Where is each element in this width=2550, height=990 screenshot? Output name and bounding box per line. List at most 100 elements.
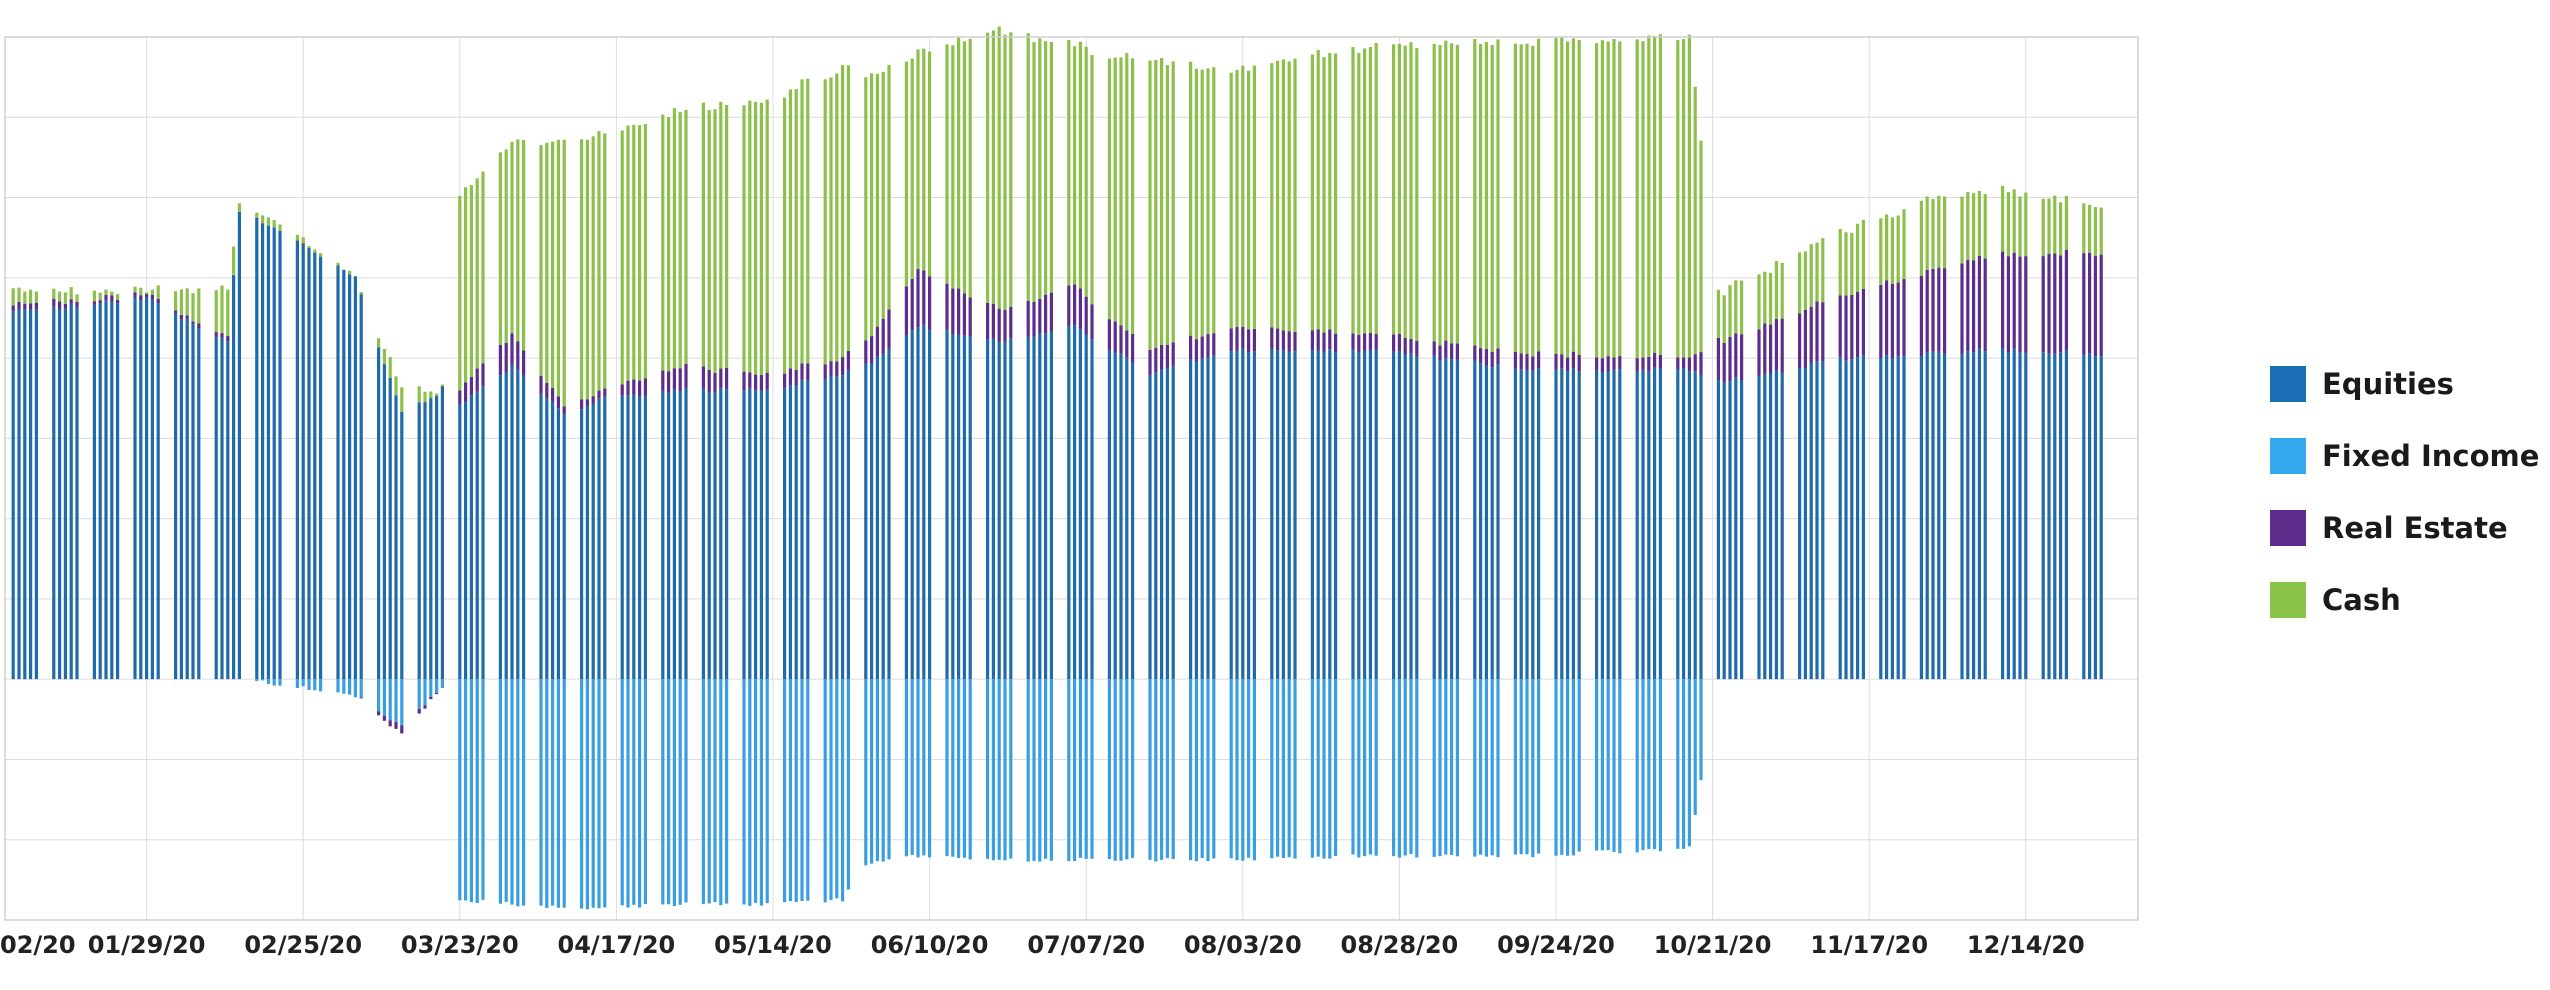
bar-segment-real-estate[interactable] (435, 692, 439, 695)
bar-segment-cash[interactable] (510, 141, 514, 334)
bar-segment-cash[interactable] (1577, 39, 1581, 355)
bar-segment-equities[interactable] (1693, 371, 1697, 680)
bar-segment-real-estate[interactable] (1334, 333, 1338, 353)
bar-segment-equities[interactable] (237, 211, 241, 680)
bar-segment-real-estate[interactable] (2082, 253, 2086, 355)
bar-segment-real-estate[interactable] (150, 294, 154, 300)
bar-segment-real-estate[interactable] (2099, 254, 2103, 357)
bar-segment-equities[interactable] (626, 395, 630, 680)
bar-segment-real-estate[interactable] (1925, 269, 1929, 353)
bar-segment-real-estate[interactable] (1212, 333, 1216, 356)
bar-segment-fixed-income[interactable] (562, 679, 566, 908)
bar-segment-fixed-income[interactable] (272, 679, 276, 686)
bar-segment-equities[interactable] (1171, 365, 1175, 680)
bar-segment-equities[interactable] (1635, 371, 1639, 680)
bar-segment-fixed-income[interactable] (945, 679, 949, 857)
bar-segment-fixed-income[interactable] (986, 679, 990, 859)
bar-segment-fixed-income[interactable] (1635, 679, 1639, 853)
bar-segment-equities[interactable] (481, 386, 485, 680)
bar-segment-cash[interactable] (638, 125, 642, 381)
bar-segment-real-estate[interactable] (1247, 329, 1251, 353)
bar-segment-fixed-income[interactable] (1479, 679, 1483, 855)
bar-segment-real-estate[interactable] (725, 367, 729, 390)
bar-segment-equities[interactable] (342, 269, 346, 680)
bar-segment-equities[interactable] (1247, 352, 1251, 680)
bar-segment-cash[interactable] (377, 338, 381, 348)
bar-segment-equities[interactable] (2099, 356, 2103, 680)
bar-segment-fixed-income[interactable] (1577, 679, 1581, 852)
bar-segment-equities[interactable] (2053, 353, 2057, 680)
bar-segment-real-estate[interactable] (1090, 304, 1094, 340)
bar-segment-real-estate[interactable] (92, 301, 96, 305)
bar-segment-equities[interactable] (1415, 356, 1419, 680)
bar-segment-cash[interactable] (1798, 252, 1802, 314)
bar-segment-fixed-income[interactable] (1270, 679, 1274, 859)
bar-segment-cash[interactable] (1293, 58, 1297, 332)
bar-segment-fixed-income[interactable] (1113, 679, 1117, 861)
bar-segment-equities[interactable] (748, 388, 752, 680)
bar-segment-real-estate[interactable] (1160, 344, 1164, 370)
bar-segment-real-estate[interactable] (475, 368, 479, 392)
bar-segment-equities[interactable] (377, 347, 381, 680)
bar-segment-equities[interactable] (887, 348, 891, 680)
bar-segment-equities[interactable] (562, 413, 566, 680)
bar-segment-equities[interactable] (997, 341, 1001, 680)
bar-segment-equities[interactable] (1676, 369, 1680, 680)
bar-segment-fixed-income[interactable] (394, 679, 398, 722)
bar-segment-real-estate[interactable] (632, 379, 636, 395)
bar-segment-equities[interactable] (545, 398, 549, 680)
bar-segment-fixed-income[interactable] (319, 679, 323, 692)
bar-segment-fixed-income[interactable] (870, 679, 874, 864)
bar-segment-real-estate[interactable] (1844, 295, 1848, 361)
bar-segment-fixed-income[interactable] (754, 679, 758, 903)
bar-segment-equities[interactable] (1073, 325, 1077, 680)
bar-segment-cash[interactable] (34, 291, 38, 303)
bar-segment-cash[interactable] (2041, 198, 2045, 257)
bar-segment-real-estate[interactable] (1682, 357, 1686, 369)
bar-segment-real-estate[interactable] (1281, 330, 1285, 350)
bar-segment-real-estate[interactable] (359, 697, 363, 699)
bar-segment-cash[interactable] (92, 290, 96, 302)
bar-segment-equities[interactable] (539, 393, 543, 680)
bar-segment-real-estate[interactable] (1641, 357, 1645, 370)
bar-segment-fixed-income[interactable] (887, 679, 891, 860)
bar-segment-cash[interactable] (2012, 189, 2016, 253)
bar-segment-real-estate[interactable] (1658, 354, 1662, 369)
bar-segment-real-estate[interactable] (1879, 284, 1883, 359)
bar-segment-cash[interactable] (1600, 40, 1604, 359)
bar-segment-cash[interactable] (435, 393, 439, 396)
bar-segment-equities[interactable] (1803, 368, 1807, 680)
bar-segment-equities[interactable] (829, 375, 833, 680)
bar-segment-equities[interactable] (1165, 368, 1169, 680)
bar-segment-real-estate[interactable] (881, 318, 885, 354)
bar-segment-real-estate[interactable] (928, 276, 932, 330)
bar-segment-cash[interactable] (1165, 65, 1169, 346)
bar-segment-cash[interactable] (846, 65, 850, 352)
bar-segment-equities[interactable] (2059, 352, 2063, 680)
bar-segment-real-estate[interactable] (1525, 354, 1529, 370)
bar-segment-equities[interactable] (1531, 370, 1535, 680)
bar-segment-fixed-income[interactable] (481, 679, 485, 900)
bar-segment-real-estate[interactable] (2024, 256, 2028, 353)
bar-segment-real-estate[interactable] (951, 288, 955, 334)
bar-segment-equities[interactable] (75, 306, 79, 680)
bar-segment-real-estate[interactable] (69, 299, 73, 304)
bar-segment-real-estate[interactable] (597, 390, 601, 399)
bar-segment-real-estate[interactable] (1687, 357, 1691, 371)
bar-segment-real-estate[interactable] (1960, 263, 1964, 354)
bar-segment-fixed-income[interactable] (580, 679, 584, 909)
bar-segment-equities[interactable] (104, 300, 108, 680)
bar-segment-equities[interactable] (1774, 370, 1778, 680)
bar-segment-cash[interactable] (2001, 185, 2005, 252)
bar-segment-cash[interactable] (295, 234, 299, 241)
bar-segment-real-estate[interactable] (991, 303, 995, 339)
bar-segment-cash[interactable] (1113, 57, 1117, 322)
bar-segment-equities[interactable] (783, 387, 787, 680)
bar-segment-fixed-income[interactable] (1455, 679, 1459, 857)
bar-segment-real-estate[interactable] (400, 725, 404, 734)
bar-segment-fixed-income[interactable] (1200, 679, 1204, 859)
bar-segment-real-estate[interactable] (2064, 250, 2068, 351)
bar-segment-real-estate[interactable] (1537, 351, 1541, 369)
bar-segment-equities[interactable] (1409, 353, 1413, 680)
bar-segment-fixed-income[interactable] (1403, 679, 1407, 856)
